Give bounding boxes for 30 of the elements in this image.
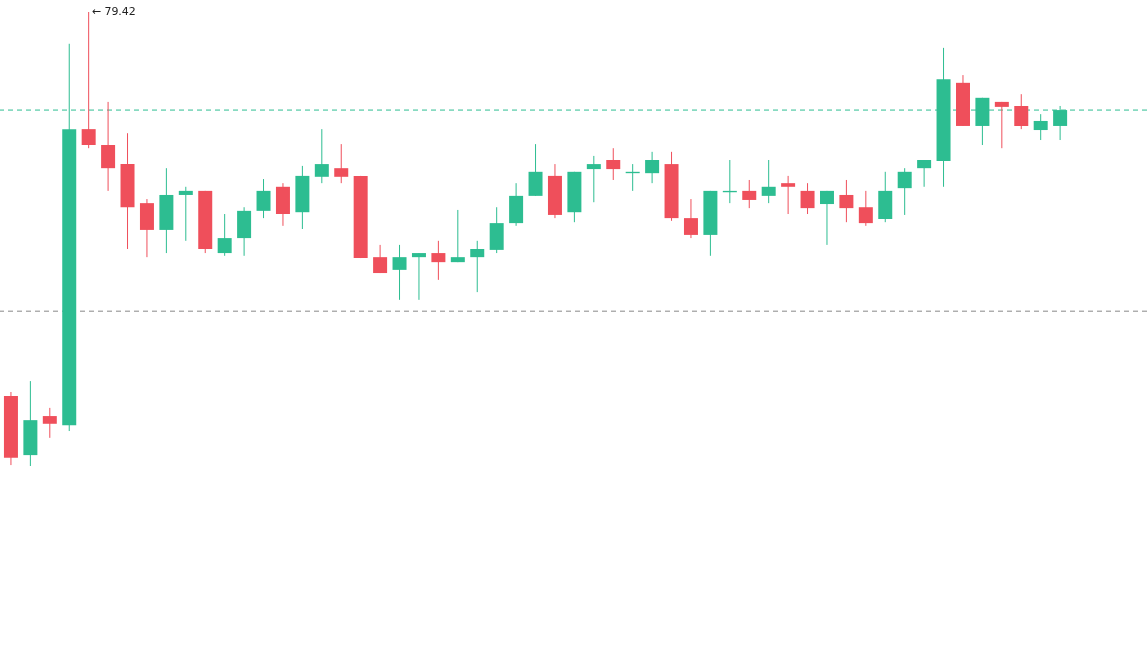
candlestick [314,128,329,184]
candlestick [178,186,193,242]
candlestick [217,213,232,257]
candlestick [334,143,349,184]
candlestick [586,155,601,203]
candlestick [683,198,698,239]
candlestick [606,147,621,181]
candlestick [392,244,407,301]
candlestick [256,178,271,219]
candlestick [858,190,873,227]
candlestick [800,182,815,215]
candlestick [742,179,757,209]
candlestick [1033,113,1048,141]
candlestick [781,175,796,215]
candlestick [819,190,834,246]
candlestick [761,159,776,204]
candlestick [42,407,57,439]
annotation: ← 79.42 [91,5,136,18]
candlestick [101,101,116,192]
candlestick [373,244,388,274]
candlestick [411,252,426,301]
candlestick [1014,93,1029,130]
candlestick [450,209,465,263]
candlestick [994,101,1009,149]
candlestick [897,167,912,216]
candlestick [431,240,446,281]
candlestick [645,151,660,184]
candlestick [839,179,854,223]
candlestick [470,240,485,293]
candlestick [917,159,932,188]
